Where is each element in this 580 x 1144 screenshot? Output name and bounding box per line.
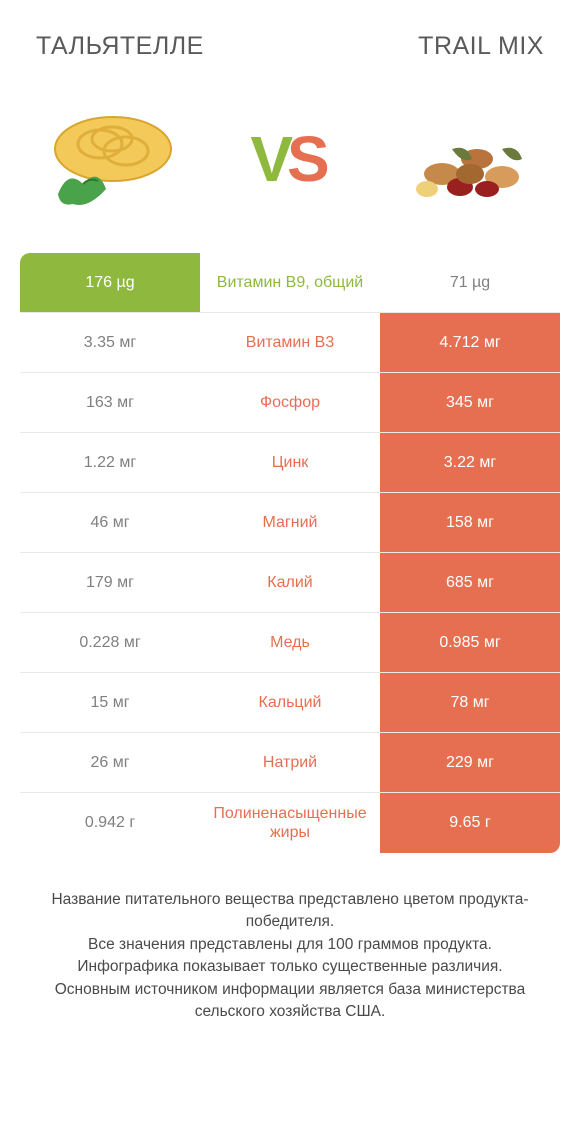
vs-s: S bbox=[287, 127, 330, 191]
left-product-title: ТАЛЬЯТЕЛЛЕ bbox=[36, 32, 204, 61]
table-row: 179 мгКалий685 мг bbox=[20, 553, 560, 613]
left-value-cell: 26 мг bbox=[20, 733, 200, 792]
footer-notes: Название питательного вещества представл… bbox=[0, 853, 580, 1024]
left-value-cell: 15 мг bbox=[20, 673, 200, 732]
nutrient-label: Калий bbox=[200, 553, 380, 612]
nutrient-label: Полиненасыщенные жиры bbox=[200, 793, 380, 853]
right-value-cell: 3.22 мг bbox=[380, 433, 560, 492]
hero-row: V S bbox=[0, 61, 580, 253]
right-value-cell: 71 µg bbox=[380, 253, 560, 312]
right-value-cell: 0.985 мг bbox=[380, 613, 560, 672]
right-value-cell: 345 мг bbox=[380, 373, 560, 432]
nutrient-label: Магний bbox=[200, 493, 380, 552]
left-value-cell: 176 µg bbox=[20, 253, 200, 312]
header: ТАЛЬЯТЕЛЛЕ TRAIL MIX bbox=[0, 0, 580, 61]
right-value-cell: 685 мг bbox=[380, 553, 560, 612]
footer-line: Название питательного вещества представл… bbox=[30, 889, 550, 934]
nutrient-label: Натрий bbox=[200, 733, 380, 792]
left-value-cell: 3.35 мг bbox=[20, 313, 200, 372]
right-product-title: TRAIL MIX bbox=[418, 32, 544, 61]
footer-line: Основным источником информации является … bbox=[30, 979, 550, 1024]
nutrient-label: Фосфор bbox=[200, 373, 380, 432]
table-row: 0.942 гПолиненасыщенные жиры9.65 г bbox=[20, 793, 560, 853]
footer-line: Инфографика показывает только существенн… bbox=[30, 956, 550, 978]
left-value-cell: 179 мг bbox=[20, 553, 200, 612]
table-row: 163 мгФосфор345 мг bbox=[20, 373, 560, 433]
left-value-cell: 0.228 мг bbox=[20, 613, 200, 672]
table-row: 26 мгНатрий229 мг bbox=[20, 733, 560, 793]
footer-line: Все значения представлены для 100 граммо… bbox=[30, 934, 550, 956]
table-row: 46 мгМагний158 мг bbox=[20, 493, 560, 553]
right-value-cell: 4.712 мг bbox=[380, 313, 560, 372]
right-product-image bbox=[382, 89, 552, 229]
nutrient-label: Медь bbox=[200, 613, 380, 672]
right-value-cell: 78 мг bbox=[380, 673, 560, 732]
right-value-cell: 9.65 г bbox=[380, 793, 560, 853]
table-row: 176 µgВитамин B9, общий71 µg bbox=[20, 253, 560, 313]
left-value-cell: 1.22 мг bbox=[20, 433, 200, 492]
left-value-cell: 163 мг bbox=[20, 373, 200, 432]
table-row: 1.22 мгЦинк3.22 мг bbox=[20, 433, 560, 493]
vs-label: V S bbox=[250, 127, 329, 191]
table-row: 0.228 мгМедь0.985 мг bbox=[20, 613, 560, 673]
left-value-cell: 46 мг bbox=[20, 493, 200, 552]
nutrient-label: Витамин B9, общий bbox=[200, 253, 380, 312]
nutrient-label: Витамин B3 bbox=[200, 313, 380, 372]
nutrient-label: Цинк bbox=[200, 433, 380, 492]
right-value-cell: 158 мг bbox=[380, 493, 560, 552]
comparison-table: 176 µgВитамин B9, общий71 µg3.35 мгВитам… bbox=[20, 253, 560, 853]
left-product-image bbox=[28, 89, 198, 229]
nutrient-label: Кальций bbox=[200, 673, 380, 732]
right-value-cell: 229 мг bbox=[380, 733, 560, 792]
table-row: 3.35 мгВитамин B34.712 мг bbox=[20, 313, 560, 373]
left-value-cell: 0.942 г bbox=[20, 793, 200, 853]
table-row: 15 мгКальций78 мг bbox=[20, 673, 560, 733]
